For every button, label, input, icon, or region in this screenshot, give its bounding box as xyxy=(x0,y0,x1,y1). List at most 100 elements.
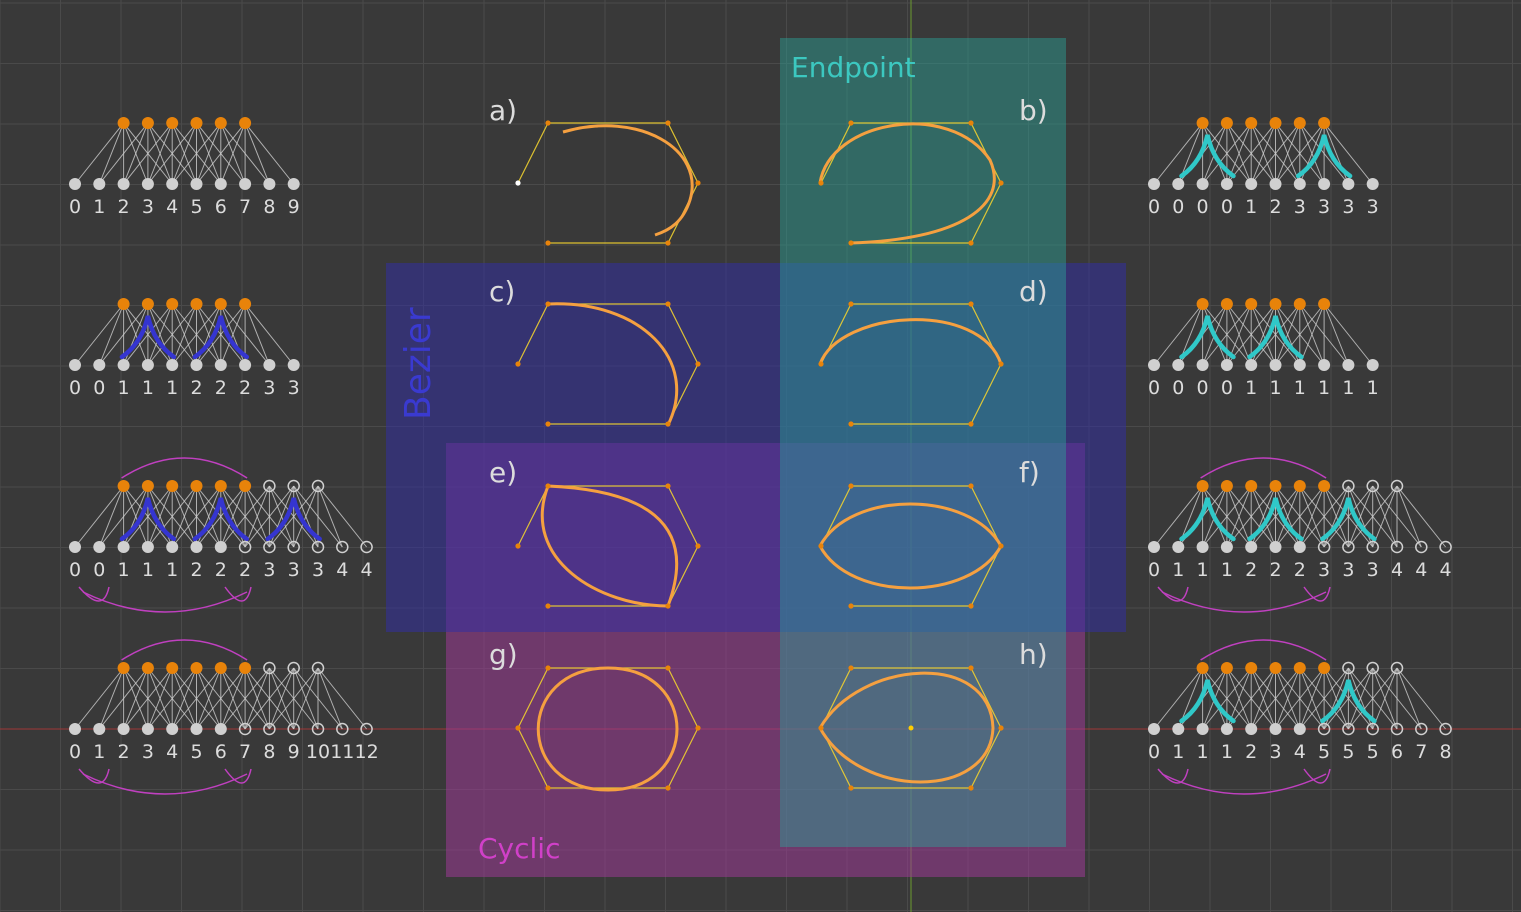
basis-link xyxy=(171,303,222,366)
control-point xyxy=(818,725,824,731)
basis-link xyxy=(1202,122,1252,185)
basis-link xyxy=(123,667,149,730)
knot-value: 7 xyxy=(239,741,251,763)
knot-value: 1 xyxy=(1221,741,1233,763)
knot-value: 0 xyxy=(1148,741,1160,763)
cyclic-label: Cyclic xyxy=(478,832,560,865)
wrapped-knot-node xyxy=(1317,540,1331,554)
basis-link xyxy=(98,303,149,366)
labels: a) b) c) d) e) f) g) h) Endpoint Bezier Cyclic xyxy=(398,51,1048,865)
knot-node xyxy=(1245,723,1258,735)
basis-link xyxy=(220,667,270,730)
basis-link xyxy=(123,122,149,185)
knot-node xyxy=(141,723,154,735)
knot-value: 3 xyxy=(1318,559,1330,581)
control-point xyxy=(545,603,551,609)
knot-node xyxy=(1245,359,1258,371)
knot-value: 1 xyxy=(1172,741,1184,763)
wrapped-node xyxy=(311,479,325,493)
knot-value: 8 xyxy=(1440,741,1452,763)
knot-value: 10 xyxy=(306,741,330,763)
knot-value: 2 xyxy=(1245,741,1257,763)
control-point xyxy=(968,785,974,791)
basis-link xyxy=(220,485,246,548)
wrap-arc-small-left xyxy=(1157,768,1189,784)
basis-link xyxy=(147,485,173,548)
knot-value: 3 xyxy=(142,741,154,763)
basis-link xyxy=(1250,122,1301,185)
basis-link xyxy=(123,485,173,548)
control-node xyxy=(1293,298,1306,310)
basis-link xyxy=(147,122,197,185)
control-node xyxy=(166,480,179,492)
knot-node xyxy=(1220,178,1233,190)
multiplicity-arrow xyxy=(1247,315,1304,360)
knot-value: 6 xyxy=(215,741,227,763)
control-node xyxy=(214,662,227,674)
knot-node xyxy=(1148,723,1160,735)
wrapped-knot-node xyxy=(1415,540,1428,554)
control-point xyxy=(998,725,1004,731)
control-point xyxy=(665,120,671,126)
basis-link xyxy=(196,667,246,730)
multiplicity-arrow xyxy=(1247,497,1304,542)
wrapped-node xyxy=(287,479,300,493)
wrapped-knot-node xyxy=(287,540,300,554)
basis-link xyxy=(147,303,197,366)
knot-node xyxy=(69,541,81,553)
knot-value: 4 xyxy=(336,559,348,581)
control-point xyxy=(515,361,521,367)
multiplicity-arrow xyxy=(192,497,250,542)
knot-value: 3 xyxy=(288,377,300,399)
wrapped-knot-node xyxy=(238,540,252,554)
multiplicity-arrow xyxy=(119,315,177,360)
basis-link xyxy=(171,667,197,730)
wrap-arc-small-left xyxy=(78,768,110,784)
control-point xyxy=(818,180,824,186)
knot-value: 3 xyxy=(1342,196,1354,218)
wrap-arc-small-right xyxy=(1303,586,1331,602)
multiplicity-arrow xyxy=(1179,315,1236,360)
knot-node xyxy=(287,359,300,371)
basis-link xyxy=(1153,485,1203,548)
basis-link xyxy=(1323,303,1374,366)
control-point xyxy=(515,180,521,186)
nurbs-curve xyxy=(818,671,995,784)
control-point xyxy=(515,543,521,549)
knot-value: 0 xyxy=(1221,377,1233,399)
basis-link xyxy=(244,303,270,366)
control-node xyxy=(1220,480,1233,492)
basis-link xyxy=(220,485,270,548)
basis-link xyxy=(244,122,295,185)
knot-value: 5 xyxy=(190,196,202,218)
knot-node xyxy=(93,178,106,190)
knot-value: 1 xyxy=(142,377,154,399)
bezier-region xyxy=(386,263,1126,632)
wrap-arc-bottom xyxy=(82,773,248,795)
control-node xyxy=(214,117,227,129)
basis-link xyxy=(1275,122,1325,185)
basis-link xyxy=(1202,485,1252,548)
multiplicity-arrow xyxy=(1320,497,1377,542)
knot-node xyxy=(1245,178,1258,190)
knot-value: 6 xyxy=(215,196,227,218)
knot-node xyxy=(93,723,106,735)
knot-node xyxy=(1220,723,1233,735)
control-point xyxy=(848,421,854,427)
nurbs-curve xyxy=(562,124,694,237)
basis-link xyxy=(98,485,149,548)
control-polygon xyxy=(517,122,699,244)
knot-node xyxy=(1293,178,1306,190)
knot-value: 2 xyxy=(215,559,227,581)
knot-value: 0 xyxy=(1197,196,1209,218)
control-point xyxy=(545,665,551,671)
basis-link xyxy=(147,303,173,366)
control-node xyxy=(190,662,203,674)
curve-panel-f xyxy=(818,483,1004,609)
control-point xyxy=(545,120,551,126)
basis-link xyxy=(220,303,246,366)
control-node xyxy=(1318,298,1331,310)
knot-value: 1 xyxy=(1245,377,1257,399)
wrapped-knot-node xyxy=(263,540,276,554)
control-point xyxy=(848,603,854,609)
